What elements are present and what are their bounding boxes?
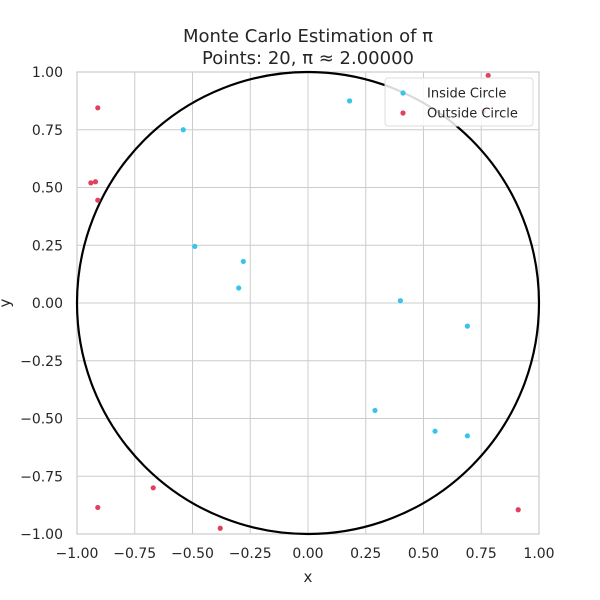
y-tick-label: 0.25: [32, 238, 63, 254]
tick-labels: −1.00 −0.75 −0.50 −0.25 0.00 0.25 0.50 0.75 1.00…: [20, 65, 554, 562]
x-tick-label: −0.75: [113, 546, 156, 562]
outside-circle-point: [485, 72, 491, 79]
inside-circle-point: [372, 407, 378, 414]
legend-marker-outside-circle: [400, 110, 406, 116]
x-tick-label: 0.25: [350, 546, 381, 562]
legend-box: [384, 77, 534, 127]
inside-circle-point: [240, 258, 246, 265]
x-tick-label: 0.50: [408, 546, 439, 562]
y-tick-label: −0.50: [20, 412, 63, 428]
inside-circle-point: [192, 243, 198, 250]
y-tick-label: 0.00: [32, 296, 63, 312]
outside-circle-point: [95, 197, 101, 203]
x-tick-label: 1.00: [523, 546, 554, 562]
chart-title-line2: Points: 20, π ≈ 2.00000: [202, 48, 414, 69]
outside-circle-point: [217, 525, 223, 531]
legend: Inside Circle Outside Circle: [384, 77, 534, 127]
y-tick-label: −1.00: [20, 527, 63, 543]
y-axis-label: y: [0, 298, 14, 307]
outside-circle-point: [88, 180, 94, 186]
x-axis-label: x: [304, 568, 313, 586]
y-tick-label: 1.00: [32, 65, 63, 81]
y-tick-label: −0.75: [20, 469, 63, 485]
y-tick-label: −0.25: [20, 354, 63, 370]
inside-circle-point: [464, 433, 470, 439]
legend-label-inside-circle: Inside Circle: [427, 87, 506, 102]
outside-circle-point: [150, 485, 156, 491]
outside-circle-point: [92, 179, 99, 185]
inside-circle-point: [397, 298, 403, 304]
inside-circle-point: [180, 127, 186, 133]
legend-label-outside-circle: Outside Circle: [427, 107, 518, 122]
x-tick-label: −0.50: [171, 546, 214, 562]
x-tick-label: −1.00: [56, 546, 99, 562]
outside-circle-point: [515, 507, 521, 513]
x-tick-label: 0.75: [466, 546, 497, 562]
inside-circle-point: [432, 428, 438, 434]
inside-circle-point: [464, 323, 470, 329]
x-tick-label: −0.25: [229, 546, 272, 562]
x-tick-label: 0.00: [292, 546, 323, 562]
legend-marker-inside-circle: [400, 90, 406, 96]
inside-circle-point: [236, 285, 242, 291]
outside-circle-point: [95, 105, 101, 111]
chart-title-line1: Monte Carlo Estimation of π: [183, 26, 433, 47]
outside-circle-point: [95, 504, 101, 511]
plot-area: [75, 70, 541, 536]
inside-circle-point: [346, 98, 353, 104]
y-tick-label: 0.50: [32, 181, 63, 197]
unit-circle: [75, 70, 541, 536]
y-tick-label: 0.75: [32, 123, 63, 139]
